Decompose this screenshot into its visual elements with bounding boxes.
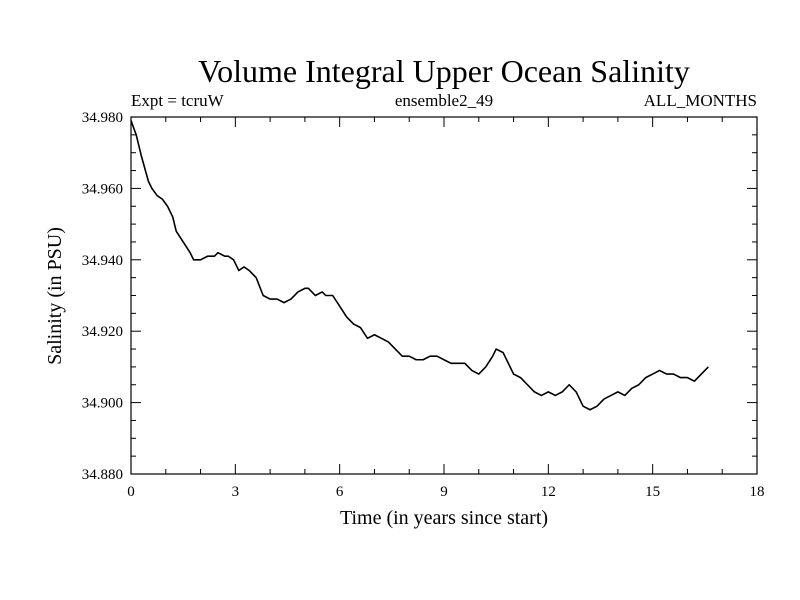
- subtitle-right: ALL_MONTHS: [644, 91, 757, 110]
- x-tick-label: 9: [440, 484, 448, 500]
- y-tick-label: 34.900: [82, 396, 123, 412]
- x-tick-label: 15: [645, 484, 660, 500]
- y-tick-label: 34.960: [82, 181, 123, 197]
- salinity-line: [130, 120, 709, 411]
- subtitle-left: Expt = tcruW: [131, 91, 225, 110]
- plot-frame: [130, 116, 758, 475]
- x-tick-label: 18: [750, 484, 765, 500]
- y-tick-label: 34.920: [82, 324, 123, 340]
- x-axis-label: Time (in years since start): [340, 507, 548, 529]
- y-tick-label: 34.880: [82, 467, 123, 483]
- chart-title: Volume Integral Upper Ocean Salinity: [198, 53, 690, 89]
- y-axis-label: Salinity (in PSU): [44, 227, 66, 365]
- y-tick-labels: 34.880 34.900 34.920 34.940 34.960 34.980: [82, 110, 123, 483]
- axis-ticks: [130, 116, 758, 475]
- subtitle-center: ensemble2_49: [395, 91, 493, 110]
- y-tick-label: 34.980: [82, 110, 123, 126]
- y-tick-label: 34.940: [82, 253, 123, 269]
- x-tick-label: 3: [232, 484, 240, 500]
- x-tick-label: 6: [336, 484, 344, 500]
- x-tick-label: 0: [127, 484, 135, 500]
- x-tick-labels: 0 3 6 9 12 15 18: [127, 484, 764, 500]
- x-tick-label: 12: [541, 484, 556, 500]
